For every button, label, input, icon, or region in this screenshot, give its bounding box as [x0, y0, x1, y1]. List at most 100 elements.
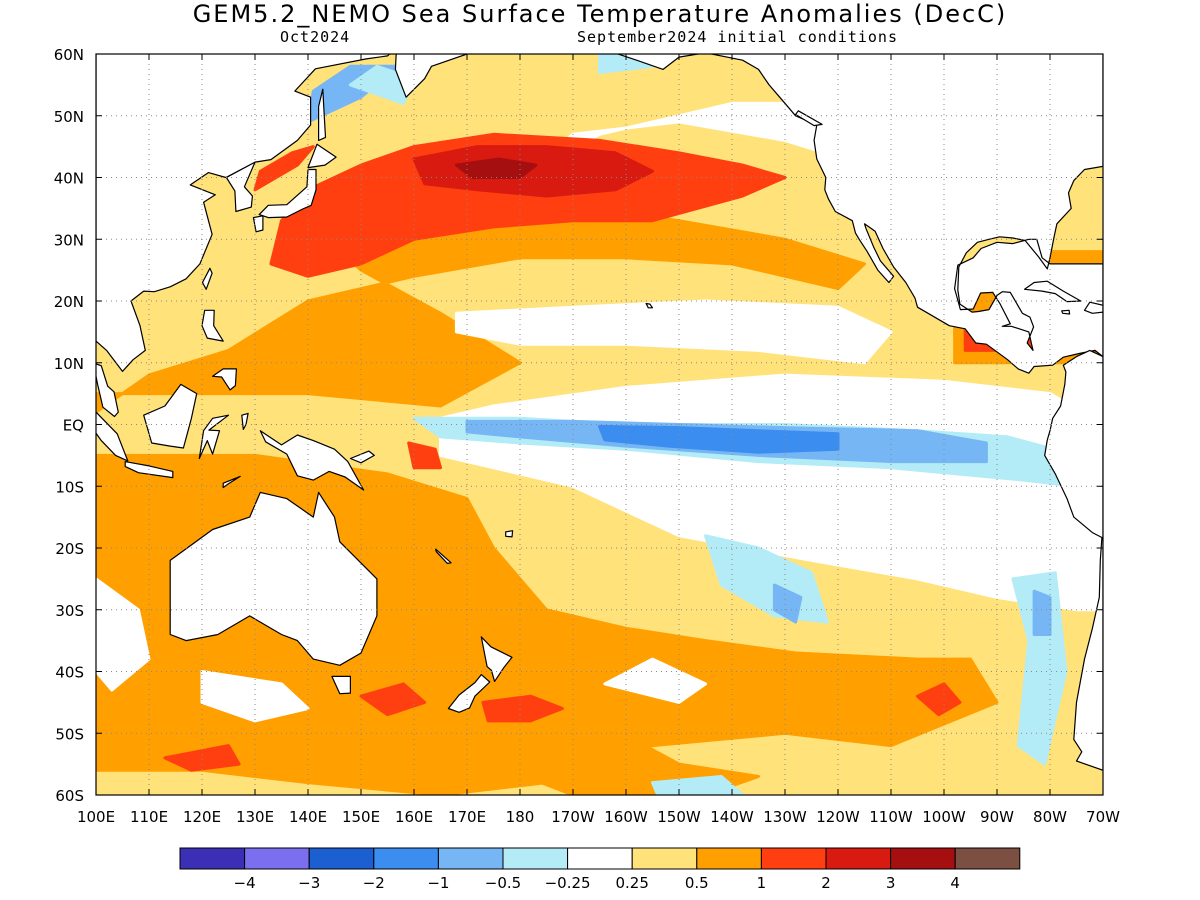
north-pacific-warm-blob [269, 132, 787, 278]
colorbar-label: −1 [427, 874, 449, 892]
colorbar-label: −0.25 [545, 874, 591, 892]
land-fiji [505, 530, 514, 538]
colorbar-box [567, 847, 633, 870]
land-cuba [1023, 280, 1082, 303]
axis-ticks [95, 53, 1104, 796]
longitude-label: 80W [1033, 808, 1067, 826]
colorbar-label: −4 [234, 874, 256, 892]
colorbar-label: −0.5 [485, 874, 521, 892]
land-sakhalin [318, 88, 327, 141]
land-japan-kyushu [252, 215, 264, 233]
latitude-label: 60S [55, 787, 84, 805]
land-timor [222, 475, 241, 489]
colorbar-box [954, 847, 1021, 870]
longitude-label: 140E [289, 808, 327, 826]
land-vancouver-island [794, 110, 823, 127]
colorbar-label: −3 [298, 874, 320, 892]
latitude-labels: 60N 50N 40N 30N 20N 10N EQ 10S 20S 30S 40S 50S 60S [54, 46, 84, 805]
land-asia-mainland [96, 54, 391, 372]
neutral-south-of-australia [200, 670, 310, 723]
colorbar-label: 4 [950, 874, 960, 892]
longitude-label: 100W [922, 808, 966, 826]
colorbar-box [502, 847, 569, 870]
neutral-indian-ocean-patch [96, 577, 151, 692]
colorbar-box [696, 847, 762, 870]
chile-coast-cool [1011, 571, 1068, 766]
solomon-warm [407, 441, 442, 470]
latitude-label: 30S [55, 602, 84, 620]
latitude-label: 40N [54, 170, 84, 188]
land-japan-hokkaido [307, 143, 337, 169]
longitude-label: 70W [1086, 808, 1120, 826]
longitude-labels: 100E 110E 120E 130E 140E 150E 160E 170E 180 170W 1… [77, 808, 1120, 826]
longitude-label: 150W [657, 808, 701, 826]
longitude-label: 160W [604, 808, 648, 826]
longitude-label: 140W [710, 808, 754, 826]
valid-month-label: Oct2024 [280, 28, 351, 46]
land-tasmania [331, 675, 351, 695]
latitude-label: 10S [55, 478, 84, 496]
land-japan-honshu [258, 168, 317, 219]
longitude-label: 100E [77, 808, 115, 826]
longitude-label: 120W [816, 808, 860, 826]
land-jamaica [1061, 309, 1071, 315]
colorbar-label: 3 [886, 874, 896, 892]
longitude-label: 180 [506, 808, 535, 826]
north-pacific-warm-core [412, 145, 654, 198]
latitude-label: 30N [54, 231, 84, 249]
longitude-label: 130W [763, 808, 807, 826]
colorbar-box [308, 847, 375, 870]
longitude-label: 110E [130, 808, 168, 826]
longitude-label: 130E [236, 808, 274, 826]
colorbar-label: 0.25 [615, 874, 648, 892]
longitude-label: 170E [448, 808, 486, 826]
latitude-label: 10N [54, 355, 84, 373]
latitude-label: EQ [63, 417, 84, 435]
land-philippines-luzon [201, 309, 224, 342]
tasman-warm-1 [359, 682, 427, 717]
colorbar-box [179, 847, 246, 870]
land-korea [225, 161, 256, 213]
southeast-pacific-cool-core [772, 583, 803, 624]
longitude-label: 150E [342, 808, 380, 826]
southern-ocean-warm [163, 744, 241, 772]
land-kamchatka [394, 54, 470, 98]
longitude-label: 90W [980, 808, 1014, 826]
land-australia [169, 491, 378, 666]
warm-band-western-pacific [96, 194, 866, 414]
land-new-guinea [259, 430, 365, 491]
land-new-caledonia [435, 548, 452, 565]
tasman-warm-2 [481, 694, 564, 723]
colorbar-box [890, 847, 956, 870]
neutral-subtropical-north [454, 299, 893, 365]
colorbar-box [373, 847, 439, 870]
longitude-label: 110W [869, 808, 913, 826]
colorbar-label: 1 [757, 874, 767, 892]
land-sumatra [96, 411, 129, 462]
colorbar-label: 0.5 [685, 874, 709, 892]
initial-conditions-label: September2024 initial conditions [577, 28, 898, 46]
colorbar-box [760, 847, 827, 870]
colorbar-box [437, 847, 504, 870]
land-taiwan [201, 267, 213, 290]
latitude-label: 50N [54, 108, 84, 126]
colorbar-boxes [179, 847, 1021, 870]
land-north-america [616, 54, 1103, 374]
land-borneo [143, 383, 198, 449]
sea-of-japan-warm [253, 145, 315, 192]
lat-lon-grid [96, 54, 1103, 795]
latitude-label: 50S [55, 725, 84, 743]
latitude-label: 40S [55, 664, 84, 682]
land-new-zealand-south [447, 673, 491, 713]
land-philippines-mindanao [212, 368, 237, 391]
land-new-zealand-north [480, 636, 513, 683]
longitude-label: 170W [551, 808, 595, 826]
land-hispaniola [1083, 301, 1103, 314]
southern-ocean-cool [651, 775, 745, 795]
colorbar-label: −2 [363, 874, 385, 892]
longitude-label: 160E [395, 808, 433, 826]
colorbar-label: 2 [821, 874, 831, 892]
land-south-america [1044, 349, 1103, 771]
colorbar-box [244, 847, 310, 870]
